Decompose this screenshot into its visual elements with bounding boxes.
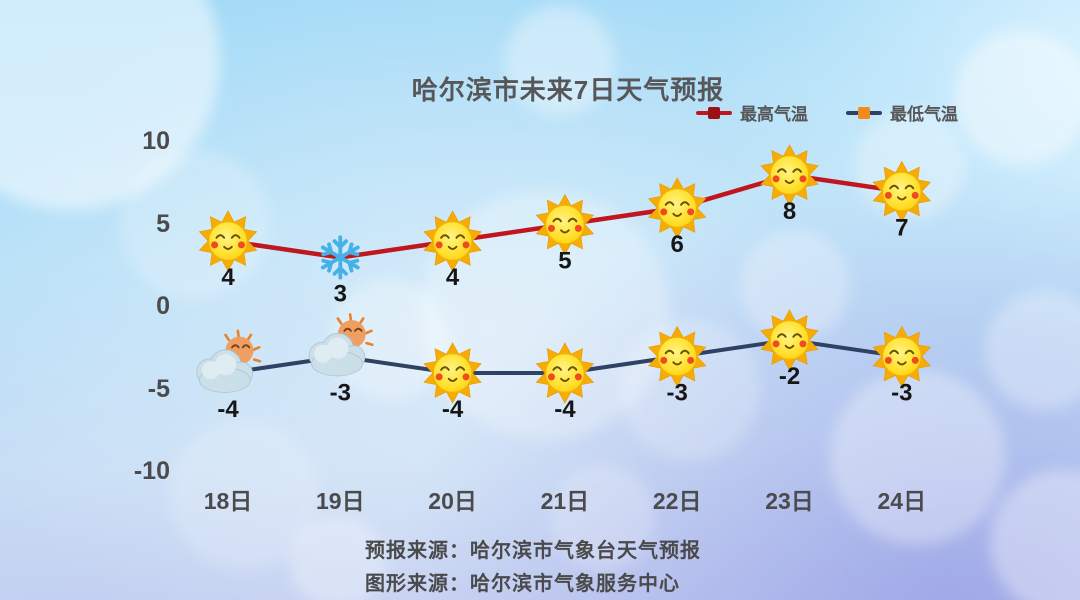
value-label: 3 (334, 281, 347, 308)
sun-icon (759, 308, 820, 372)
y-tick-label: -10 (133, 457, 170, 485)
legend-item-high-temp: 最高气温 (696, 100, 808, 125)
legend: 最高气温 最低气温 (696, 100, 958, 125)
x-tick-label: 20日 (428, 488, 477, 514)
forecast-source-text: 预报来源：哈尔滨市气象台天气预报 (365, 540, 701, 562)
x-tick-label: 24日 (877, 488, 927, 514)
value-label: 5 (558, 248, 571, 275)
sun-icon (198, 209, 258, 273)
value-label: 7 (895, 215, 908, 242)
value-label: -4 (442, 396, 464, 423)
x-tick-label: 18日 (203, 488, 253, 514)
value-label: -2 (779, 363, 800, 390)
sun-icon (759, 143, 820, 207)
legend-label-low-temp: 最低气温 (890, 105, 958, 124)
value-label: 4 (446, 264, 460, 291)
value-label: -3 (330, 380, 351, 407)
y-tick-label: 5 (156, 209, 170, 238)
sun-cloud-icon (195, 329, 262, 394)
value-label: -4 (554, 396, 576, 423)
value-label: 4 (221, 264, 235, 291)
value-label: 6 (671, 231, 684, 258)
x-tick-label: 19日 (316, 488, 365, 514)
x-tick-label: 22日 (652, 488, 702, 514)
y-tick-label: 0 (156, 292, 170, 320)
x-tick-label: 23日 (765, 488, 814, 514)
value-label: -3 (667, 380, 688, 407)
value-label: -3 (891, 380, 912, 407)
sun-icon (423, 209, 483, 273)
sun-cloud-icon (307, 313, 374, 378)
sun-icon (647, 325, 707, 388)
legend-item-low-temp: 最低气温 (846, 100, 958, 125)
x-tick-label: 21日 (540, 488, 590, 514)
value-label: -4 (217, 396, 239, 423)
sun-icon (535, 193, 595, 256)
sun-icon (872, 325, 932, 388)
sun-icon (535, 341, 595, 405)
sun-icon (647, 176, 707, 240)
legend-label-high-temp: 最高气温 (740, 105, 808, 124)
y-tick-label: -5 (147, 374, 170, 403)
chart-title: 哈尔滨市未来7日天气预报 (411, 75, 725, 105)
high-temp-line-marker-icon (696, 106, 732, 119)
value-label: 8 (783, 198, 796, 225)
y-tick-label: 10 (142, 127, 170, 155)
sun-icon (872, 160, 932, 223)
low-temp-line-marker-icon (846, 106, 882, 119)
sun-icon (423, 341, 483, 405)
graphic-source-text: 图形来源：哈尔滨市气象服务中心 (365, 573, 680, 595)
